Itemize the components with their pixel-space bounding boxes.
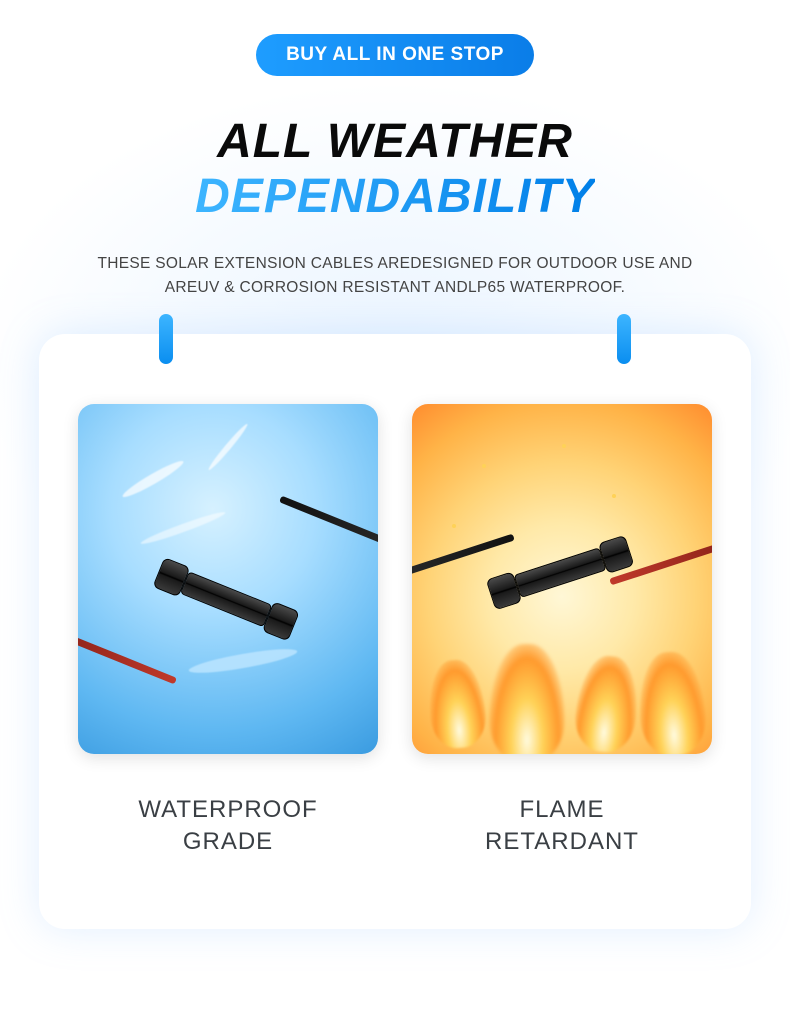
flame-image <box>412 404 712 754</box>
flame-icon <box>636 650 708 754</box>
feature-card: WATERPROOF GRADE <box>39 334 751 929</box>
feature-label-flame: FLAME RETARDANT <box>485 794 639 859</box>
connector-icon <box>152 557 303 643</box>
headline: ALL WEATHER DEPENDABILITY <box>195 114 595 224</box>
headline-line1: ALL WEATHER <box>195 114 595 169</box>
subheadline-line2: AREUV & CORROSION RESISTANT ANDLP65 WATE… <box>97 276 692 300</box>
water-splash-icon <box>206 422 249 472</box>
headline-line2: DEPENDABILITY <box>195 169 595 224</box>
feature-card-wrap: WATERPROOF GRADE <box>39 334 751 929</box>
feature-flame-retardant: FLAME RETARDANT <box>409 404 715 859</box>
flame-icon <box>426 658 488 750</box>
flame-icon <box>572 653 642 754</box>
water-splash-icon <box>139 509 226 547</box>
promo-badge-text: BUY ALL IN ONE STOP <box>286 44 504 65</box>
water-splash-icon <box>120 457 186 501</box>
spark-icon <box>612 494 616 498</box>
feature-waterproof: WATERPROOF GRADE <box>75 404 381 859</box>
feature-label-waterproof: WATERPROOF GRADE <box>138 794 317 859</box>
spark-icon <box>452 524 456 528</box>
tab-nub-left <box>159 314 173 364</box>
promo-badge: BUY ALL IN ONE STOP <box>256 34 534 76</box>
waterproof-image <box>78 404 378 754</box>
subheadline: THESE SOLAR EXTENSION CABLES AREDESIGNED… <box>97 252 692 300</box>
cable-black-icon <box>279 496 378 566</box>
label-line: RETARDANT <box>485 826 639 858</box>
flame-icon <box>490 644 565 754</box>
water-splash-icon <box>188 645 299 678</box>
spark-icon <box>482 464 486 468</box>
spark-icon <box>562 444 566 448</box>
connector-icon <box>486 534 639 611</box>
label-line: FLAME <box>485 794 639 826</box>
cable-red-icon <box>78 614 177 684</box>
tab-nub-right <box>617 314 631 364</box>
label-line: GRADE <box>138 826 317 858</box>
label-line: WATERPROOF <box>138 794 317 826</box>
subheadline-line1: THESE SOLAR EXTENSION CABLES AREDESIGNED… <box>97 252 692 276</box>
infographic-page: BUY ALL IN ONE STOP ALL WEATHER DEPENDAB… <box>0 0 790 1036</box>
